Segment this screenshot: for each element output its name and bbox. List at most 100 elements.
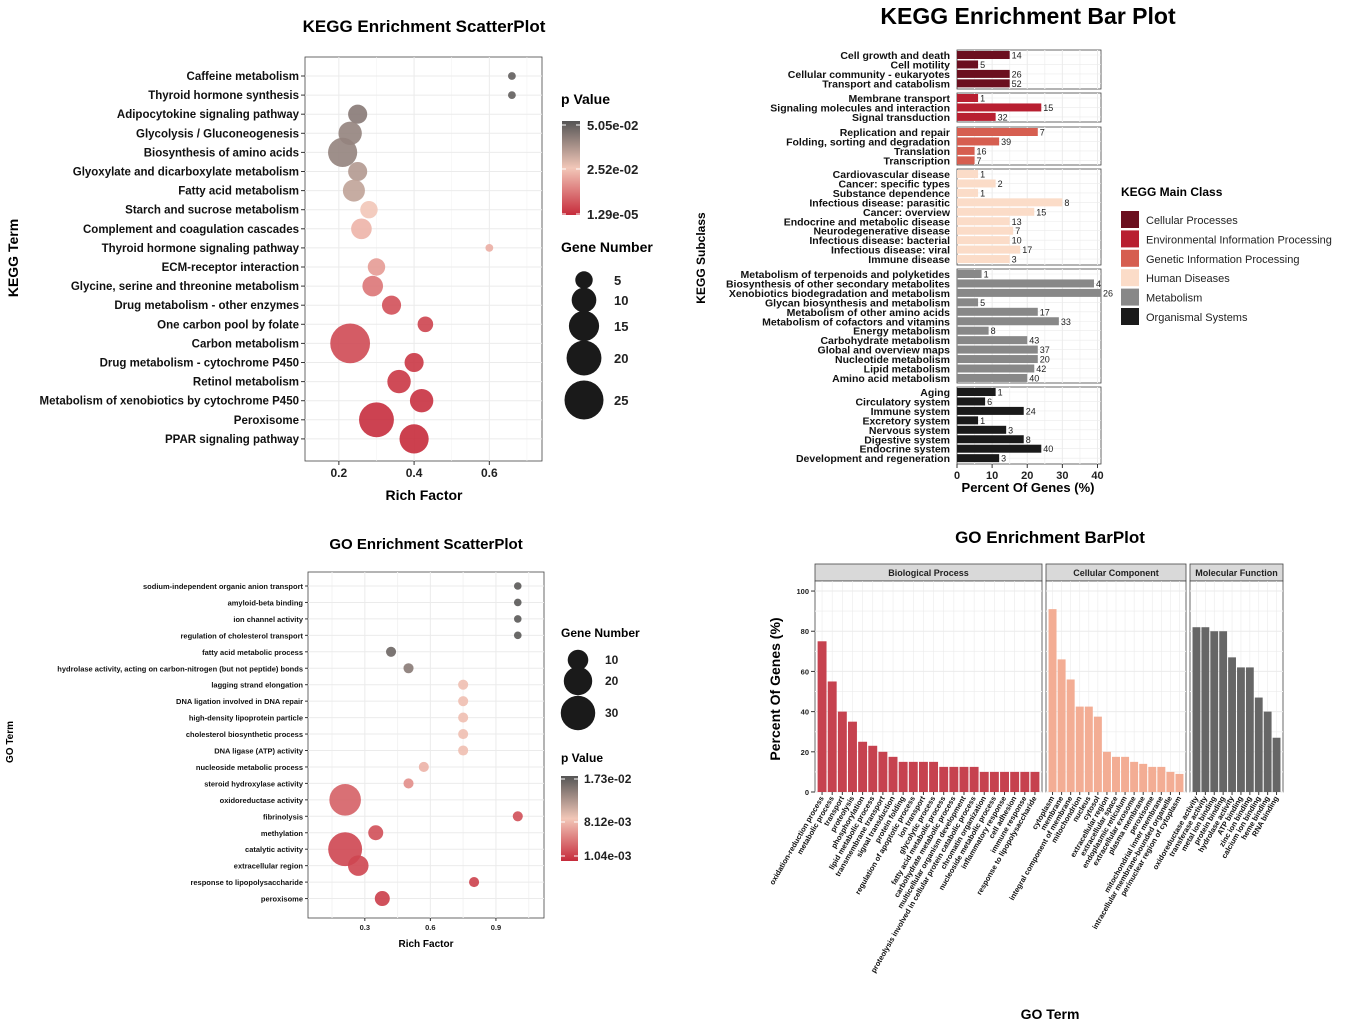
legend-swatch — [1121, 211, 1139, 228]
size-legend-dot — [564, 380, 604, 420]
y-tick-label: nucleoside metabolic process — [196, 763, 303, 772]
bar-count-label: 3 — [1008, 425, 1013, 435]
data-bar — [827, 681, 837, 792]
y-tick-label: 100 — [796, 587, 809, 596]
y-tick-label: Cellular community - eukaryotes — [788, 69, 950, 81]
kegg-bar-title: KEGG Enrichment Bar Plot — [880, 3, 1176, 29]
y-tick-label: Folding, sorting and degradation — [786, 136, 950, 148]
y-tick-label: Metabolism of cofactors and vitamins — [762, 316, 950, 328]
data-point — [329, 784, 361, 816]
y-tick-label: Carbohydrate metabolism — [820, 335, 950, 347]
data-bar — [957, 388, 996, 396]
y-tick-label: Endocrine and metabolic disease — [784, 216, 950, 228]
data-bar — [957, 94, 979, 102]
y-tick-label: Metabolism of xenobiotics by cytochrome … — [40, 396, 299, 408]
data-bar — [957, 317, 1059, 326]
colorbar-label: 5.05e-02 — [587, 118, 638, 133]
x-tick-label: 0 — [954, 470, 960, 482]
bar-count-label: 24 — [1026, 406, 1036, 416]
data-bar — [1219, 631, 1228, 792]
colorbar — [561, 776, 578, 861]
kegg-scatter-title: KEGG Enrichment ScatterPlot — [303, 17, 546, 36]
y-tick-label: Biosynthesis of amino acids — [144, 147, 299, 159]
x-tick-label: 0.2 — [331, 466, 348, 480]
data-bar — [1000, 771, 1009, 792]
legend-swatch — [1121, 288, 1139, 306]
bar-count-label: 7 — [1040, 128, 1045, 138]
data-point — [458, 696, 469, 707]
y-tick-label: Drug metabolism - cytochrome P450 — [100, 358, 299, 370]
bar-count-label: 40 — [1029, 373, 1039, 383]
facet-strip-label: Molecular Function — [1195, 568, 1278, 578]
legend-swatch — [1121, 308, 1139, 325]
y-tick-label: One carbon pool by folate — [157, 319, 299, 331]
colorbar-label: 1.73e-02 — [584, 772, 632, 786]
y-tick-label: Glyoxylate and dicarboxylate metabolism — [73, 167, 299, 179]
y-tick-label: amyloid-beta binding — [228, 598, 304, 607]
y-tick-label: ECM-receptor interaction — [162, 262, 299, 274]
y-tick-label: Nucleotide metabolism — [835, 354, 950, 366]
data-bar — [957, 226, 1014, 235]
data-point — [351, 218, 372, 240]
data-point — [359, 402, 394, 438]
data-bar — [957, 425, 1007, 434]
data-point — [508, 91, 516, 99]
data-bar — [1020, 771, 1030, 792]
size-legend-label: 10 — [605, 653, 619, 667]
y-tick-label: Caffeine metabolism — [187, 71, 299, 83]
data-point — [409, 389, 434, 413]
data-bar — [1254, 697, 1263, 792]
y-tick-label: Complement and coagulation cascades — [83, 224, 299, 236]
data-bar — [957, 270, 982, 278]
data-bar — [1139, 763, 1148, 792]
y-tick-label: Substance dependence — [833, 188, 950, 200]
go-bar-xlabel: GO Term — [1021, 1006, 1080, 1022]
y-tick-label: oxidoreductase activity — [220, 796, 304, 805]
y-tick-label: Starch and sucrose metabolism — [125, 205, 299, 217]
data-bar — [949, 766, 959, 792]
data-bar — [1192, 627, 1201, 792]
bar-count-label: 6 — [987, 397, 992, 407]
bar-count-label: 1 — [998, 388, 1003, 398]
data-bar — [908, 761, 918, 792]
y-tick-label: Infectious disease: parasitic — [809, 197, 950, 209]
data-point — [469, 877, 480, 888]
data-bar — [957, 156, 975, 165]
data-bar — [957, 137, 1000, 146]
data-bar — [957, 355, 1038, 364]
x-tick-label: 10 — [986, 470, 998, 482]
bar-count-label: 52 — [1012, 79, 1022, 89]
size-legend-label: 20 — [614, 351, 628, 366]
legend-swatch — [1121, 269, 1139, 287]
kegg-bar-legend-title: KEGG Main Class — [1121, 185, 1223, 199]
y-tick-label: high-density lipoprotein particle — [189, 714, 303, 723]
legend-label: Metabolism — [1146, 293, 1202, 305]
data-bar — [1066, 679, 1075, 792]
y-tick-label: Signal transduction — [852, 112, 950, 124]
y-tick-label: Global and overview maps — [818, 345, 951, 357]
data-bar — [1245, 667, 1254, 792]
y-tick-label: Metabolism of other amino acids — [787, 307, 951, 319]
facet-strip-label: Biological Process — [888, 568, 969, 578]
size-legend-dot — [560, 695, 596, 731]
data-bar — [1166, 771, 1175, 792]
data-bar — [1010, 771, 1020, 792]
bar-count-label: 5 — [980, 298, 985, 308]
x-tick-label: 0.6 — [425, 923, 435, 932]
bar-count-label: 33 — [1061, 317, 1071, 327]
go-scatter-color-legend-title: p Value — [561, 751, 603, 765]
data-point — [328, 137, 358, 167]
data-bar — [817, 641, 827, 792]
data-point — [348, 104, 368, 124]
data-bar — [1201, 627, 1210, 792]
kegg-scatter-color-legend-title: p Value — [561, 91, 610, 107]
data-bar — [1237, 667, 1245, 792]
bar-count-label: 1 — [984, 270, 989, 280]
data-bar — [1112, 756, 1120, 792]
plot-panel — [307, 571, 545, 919]
bar-count-label: 8 — [991, 326, 996, 336]
size-legend-dot — [566, 340, 602, 376]
y-tick-label: Adipocytokine signaling pathway — [117, 109, 300, 121]
data-point — [417, 316, 434, 333]
